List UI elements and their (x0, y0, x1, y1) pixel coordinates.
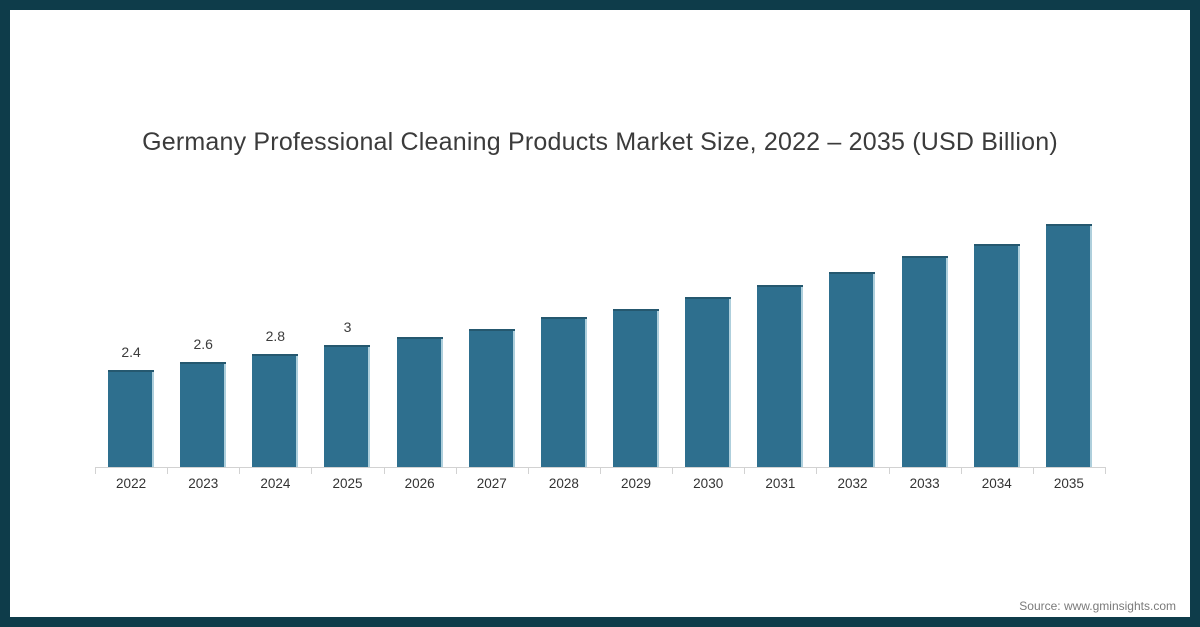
axis-tick (383, 467, 385, 474)
axis-tick (888, 467, 890, 474)
x-axis-label-2033: 2033 (909, 476, 940, 491)
x-axis-label-2029: 2029 (621, 476, 652, 491)
x-axis-label-2026: 2026 (404, 476, 435, 491)
axis-tick (527, 467, 529, 474)
x-axis-label-2034: 2034 (981, 476, 1012, 491)
bar-slot-2032: 2032 (816, 180, 888, 491)
bar-2029 (613, 308, 660, 467)
x-axis-label-2024: 2024 (260, 476, 291, 491)
x-axis-label-2027: 2027 (476, 476, 507, 491)
axis-tick (95, 467, 96, 474)
bar-2025 (324, 345, 371, 467)
bar-slot-2025: 3 2025 (311, 180, 383, 491)
axis-tick (311, 467, 313, 474)
axis-tick (816, 467, 818, 474)
bar-2033 (901, 256, 948, 467)
bar-chart-plot-area: 2.4 2022 2.6 2023 2.8 2024 3 2025 2026 2027 2028 20… (95, 180, 1106, 491)
x-axis-label-2030: 2030 (693, 476, 724, 491)
axis-tick (239, 467, 241, 474)
bar-2034 (973, 244, 1020, 467)
axis-tick (672, 467, 674, 474)
bar-slot-2030: 2030 (672, 180, 744, 491)
axis-tick (744, 467, 746, 474)
bar-2032 (829, 272, 876, 467)
bar-slot-2023: 2.6 2023 (167, 180, 239, 491)
x-axis-label-2028: 2028 (548, 476, 579, 491)
bar-slot-2033: 2033 (889, 180, 961, 491)
bar-value-label-2023: 2.6 (193, 335, 213, 352)
bar-slot-2029: 2029 (600, 180, 672, 491)
bar-slot-2035: 2035 (1033, 180, 1105, 491)
axis-tick (167, 467, 169, 474)
bar-2031 (757, 284, 804, 467)
bar-2035 (1045, 223, 1092, 467)
bar-slot-2024: 2.8 2024 (239, 180, 311, 491)
chart-title: Germany Professional Cleaning Products M… (142, 128, 1058, 156)
x-axis-label-2035: 2035 (1053, 476, 1084, 491)
bar-value-label-2022: 2.4 (121, 343, 141, 360)
bar-2026 (396, 337, 443, 467)
bar-slot-2022: 2.4 2022 (95, 180, 167, 491)
bar-slot-2031: 2031 (744, 180, 816, 491)
bar-2022 (108, 369, 155, 467)
bar-value-label-2024: 2.8 (265, 327, 286, 344)
axis-tick (1105, 467, 1106, 474)
bar-slot-2027: 2027 (456, 180, 528, 491)
x-axis-label-2025: 2025 (332, 476, 363, 491)
axis-tick (600, 467, 601, 474)
x-axis-label-2022: 2022 (116, 476, 147, 491)
bar-slot-2028: 2028 (528, 180, 600, 491)
axis-tick (455, 467, 457, 474)
axis-tick (960, 467, 962, 474)
x-axis-label-2023: 2023 (188, 476, 219, 491)
axis-tick (1032, 467, 1034, 474)
bar-slot-2034: 2034 (961, 180, 1033, 491)
source-attribution: Source: www.gminsights.com (1019, 599, 1176, 613)
x-axis-label-2032: 2032 (837, 476, 868, 491)
x-axis-label-2031: 2031 (765, 476, 796, 491)
bar-2023 (180, 361, 227, 467)
bar-2027 (468, 329, 515, 467)
bar-2028 (540, 317, 587, 467)
bar-2030 (685, 296, 732, 467)
bar-2024 (252, 353, 299, 467)
bar-slot-2026: 2026 (384, 180, 456, 491)
bar-value-label-2025: 3 (343, 319, 352, 336)
